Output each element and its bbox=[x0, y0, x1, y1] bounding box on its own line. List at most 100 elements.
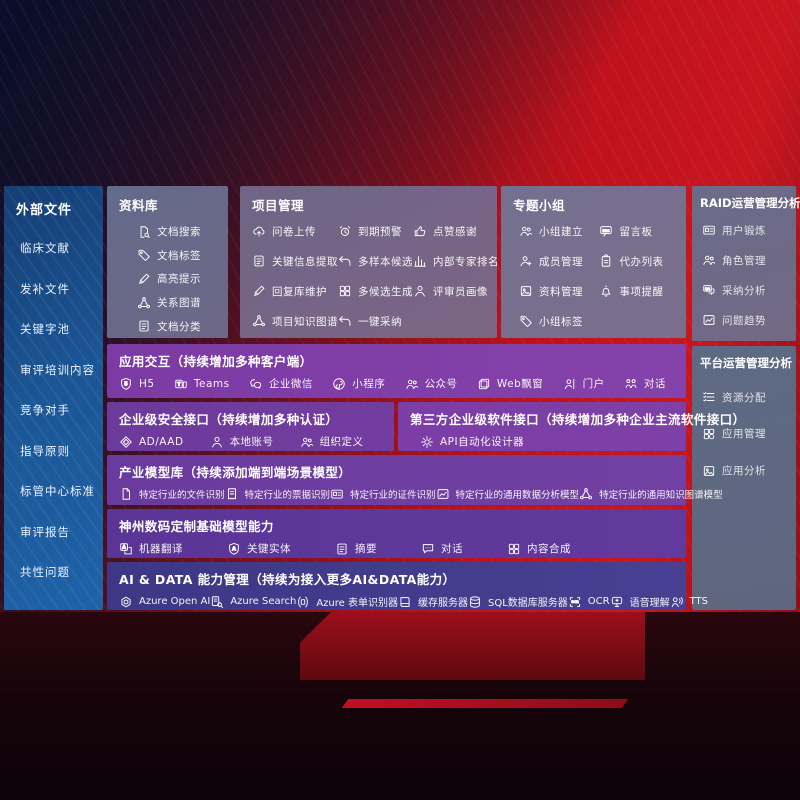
people-item: 小组建立 bbox=[519, 224, 599, 239]
teams-item: Teams bbox=[174, 377, 230, 391]
feature-label: 门户 bbox=[582, 378, 605, 390]
photo-icon bbox=[519, 284, 533, 298]
duo-item: 对话 bbox=[624, 376, 666, 391]
feature-label: 企业微信 bbox=[268, 378, 313, 390]
receipt-item: 特定行业的票据识别 bbox=[225, 487, 330, 501]
trend-item: 特定行业的通用数据分析模型 bbox=[436, 487, 579, 501]
feature-label: 事项提醒 bbox=[619, 285, 664, 298]
feature-label: 语音理解 bbox=[629, 598, 670, 609]
book-item: 缓存服务器 bbox=[398, 594, 468, 609]
chat-item: 对话 bbox=[421, 541, 463, 556]
feature-label: 文档标签 bbox=[157, 249, 201, 262]
band-enterprise-security: 企业级安全接口（持续增加多种认证） AD/AAD 本地账号 组织定义 bbox=[107, 402, 394, 451]
feature-label: 内部专家排名 bbox=[433, 255, 499, 268]
ai-data-items: Azure Open AI Azure Search Azure 表单识别器 缓存服务… bbox=[107, 588, 708, 609]
sidebar-item: 发补文件 bbox=[20, 281, 70, 296]
back-icon bbox=[338, 254, 352, 268]
clipboard-item: 代办列表 bbox=[599, 254, 684, 269]
feature-label: OCR bbox=[587, 596, 610, 607]
card-item: 特定行业的证件识别 bbox=[330, 487, 436, 501]
tag-item: 小组标签 bbox=[519, 314, 599, 329]
doc-lines-item: 摘要 bbox=[335, 541, 377, 556]
back-item: 一键采纳 bbox=[338, 314, 413, 329]
list-check-item: 资源分配 bbox=[702, 390, 794, 405]
sidebar-item: 审评报告 bbox=[20, 524, 70, 539]
feature-label: 内容合成 bbox=[527, 543, 571, 555]
feature-label: 小程序 bbox=[352, 378, 386, 390]
gear-item: API自动化设计器 bbox=[420, 434, 524, 449]
alarm-item: 到期预警 bbox=[338, 224, 413, 239]
band-title: 应用交互（持续增加多种客户端） bbox=[119, 354, 313, 369]
graph-icon bbox=[252, 314, 266, 328]
h5-item: H5 bbox=[119, 377, 155, 391]
feature-label: SQL数据库服务器 bbox=[488, 598, 568, 609]
feature-label: 采纳分析 bbox=[722, 284, 766, 297]
sidebar-item: 审评培训内容 bbox=[20, 362, 95, 377]
sidebar-list: 临床文献 发补文件 关键字池 审评培训内容 竞争对手 指导原则 标管中心标准 审评报告 共性问题 bbox=[4, 218, 103, 598]
doc-icon bbox=[119, 487, 133, 501]
apps-icon bbox=[702, 427, 716, 441]
industry-models-items: 特定行业的文件识别 特定行业的票据识别 特定行业的证件识别 特定行业的通用数据分析模型… bbox=[107, 481, 723, 501]
panel-title: 资料库 bbox=[119, 198, 159, 213]
people-item: 组织定义 bbox=[300, 434, 364, 449]
project-management-items: 问卷上传 到期预警 点赞感谢 关键信息提取 多样本候选 内部专家排名 回复库维护 多候选生成 评… bbox=[240, 214, 499, 340]
feature-label: 留言板 bbox=[619, 225, 653, 238]
thumb-item: 点赞感谢 bbox=[413, 224, 499, 239]
sidebar-item: 关键字池 bbox=[20, 322, 70, 336]
card-item: 用户锻炼 bbox=[702, 223, 794, 238]
feature-label: 关系图谱 bbox=[157, 297, 201, 310]
sidebar-title: 外部文件 bbox=[16, 203, 73, 218]
band-digitalchina-models: 神州数码定制基础模型能力 机器翻译 关键实体 摘要 对话 内容合成 bbox=[107, 509, 686, 558]
feature-label: API自动化设计器 bbox=[440, 436, 525, 448]
background-laptop-edge-highlight bbox=[341, 699, 629, 708]
feature-label: Web飘窗 bbox=[496, 378, 544, 390]
grid-icon bbox=[338, 284, 352, 298]
tag-icon bbox=[137, 248, 151, 262]
panel-platform-analysis: 平台运营管理分析 资源分配 应用管理 应用分析 bbox=[692, 346, 796, 610]
chat-icon bbox=[421, 542, 435, 556]
feature-label: 小组建立 bbox=[539, 225, 583, 238]
bbs-item: 留言板 bbox=[599, 224, 684, 239]
gear-icon bbox=[420, 435, 434, 449]
feature-label: 点赞感谢 bbox=[433, 225, 477, 238]
clipboard-icon bbox=[599, 254, 613, 268]
feature-label: 文档分类 bbox=[157, 320, 201, 333]
graph-item: 关系图谱 bbox=[137, 295, 224, 310]
feature-label: 一键采纳 bbox=[358, 315, 402, 328]
app-interaction-items: H5 Teams 企业微信 小程序 公众号 Web飘窗 门户 对话 bbox=[107, 370, 686, 391]
feature-label: 问卷上传 bbox=[272, 225, 316, 238]
portal-item: 门户 bbox=[563, 376, 605, 391]
tts-icon bbox=[670, 595, 684, 609]
panel-title: 项目管理 bbox=[252, 198, 305, 213]
person-add-icon bbox=[519, 254, 533, 268]
topic-groups-items: 小组建立 留言板 成员管理 代办列表 资料管理 事项提醒 小组标签 bbox=[501, 214, 686, 340]
doc-search-icon bbox=[137, 225, 151, 239]
receipt-icon bbox=[225, 487, 239, 501]
graph-item: 项目知识图谱 bbox=[252, 314, 338, 329]
feature-label: 成员管理 bbox=[539, 255, 583, 268]
feature-label: 对话 bbox=[441, 543, 463, 555]
search-item: Azure Search bbox=[210, 595, 296, 609]
feature-label: 缓存服务器 bbox=[418, 598, 468, 609]
search-icon bbox=[210, 595, 224, 609]
sidebar-item: 竞争对手 bbox=[20, 403, 70, 417]
grid-item: 内容合成 bbox=[507, 541, 571, 556]
doc-lines-item: 关键信息提取 bbox=[252, 254, 338, 269]
feature-label: 多候选生成 bbox=[358, 285, 413, 298]
pen-item: 高亮提示 bbox=[137, 271, 224, 286]
people-item: 角色管理 bbox=[702, 253, 794, 268]
diamond-item: AD/AAD bbox=[119, 435, 184, 449]
shieldA-icon bbox=[227, 542, 241, 556]
feature-label: 高亮提示 bbox=[157, 273, 201, 286]
bell-icon bbox=[599, 284, 613, 298]
h5-icon bbox=[119, 377, 133, 391]
feature-label: Azure 表单识别器 bbox=[316, 598, 398, 609]
feature-label: 问题趋势 bbox=[722, 314, 766, 327]
tag-icon bbox=[519, 314, 533, 328]
bars-item: 内部专家排名 bbox=[413, 254, 499, 269]
ocr-icon bbox=[568, 595, 582, 609]
pen-icon bbox=[137, 272, 151, 286]
sidebar-item: 临床文献 bbox=[20, 241, 70, 255]
feature-label: 摘要 bbox=[355, 543, 377, 555]
